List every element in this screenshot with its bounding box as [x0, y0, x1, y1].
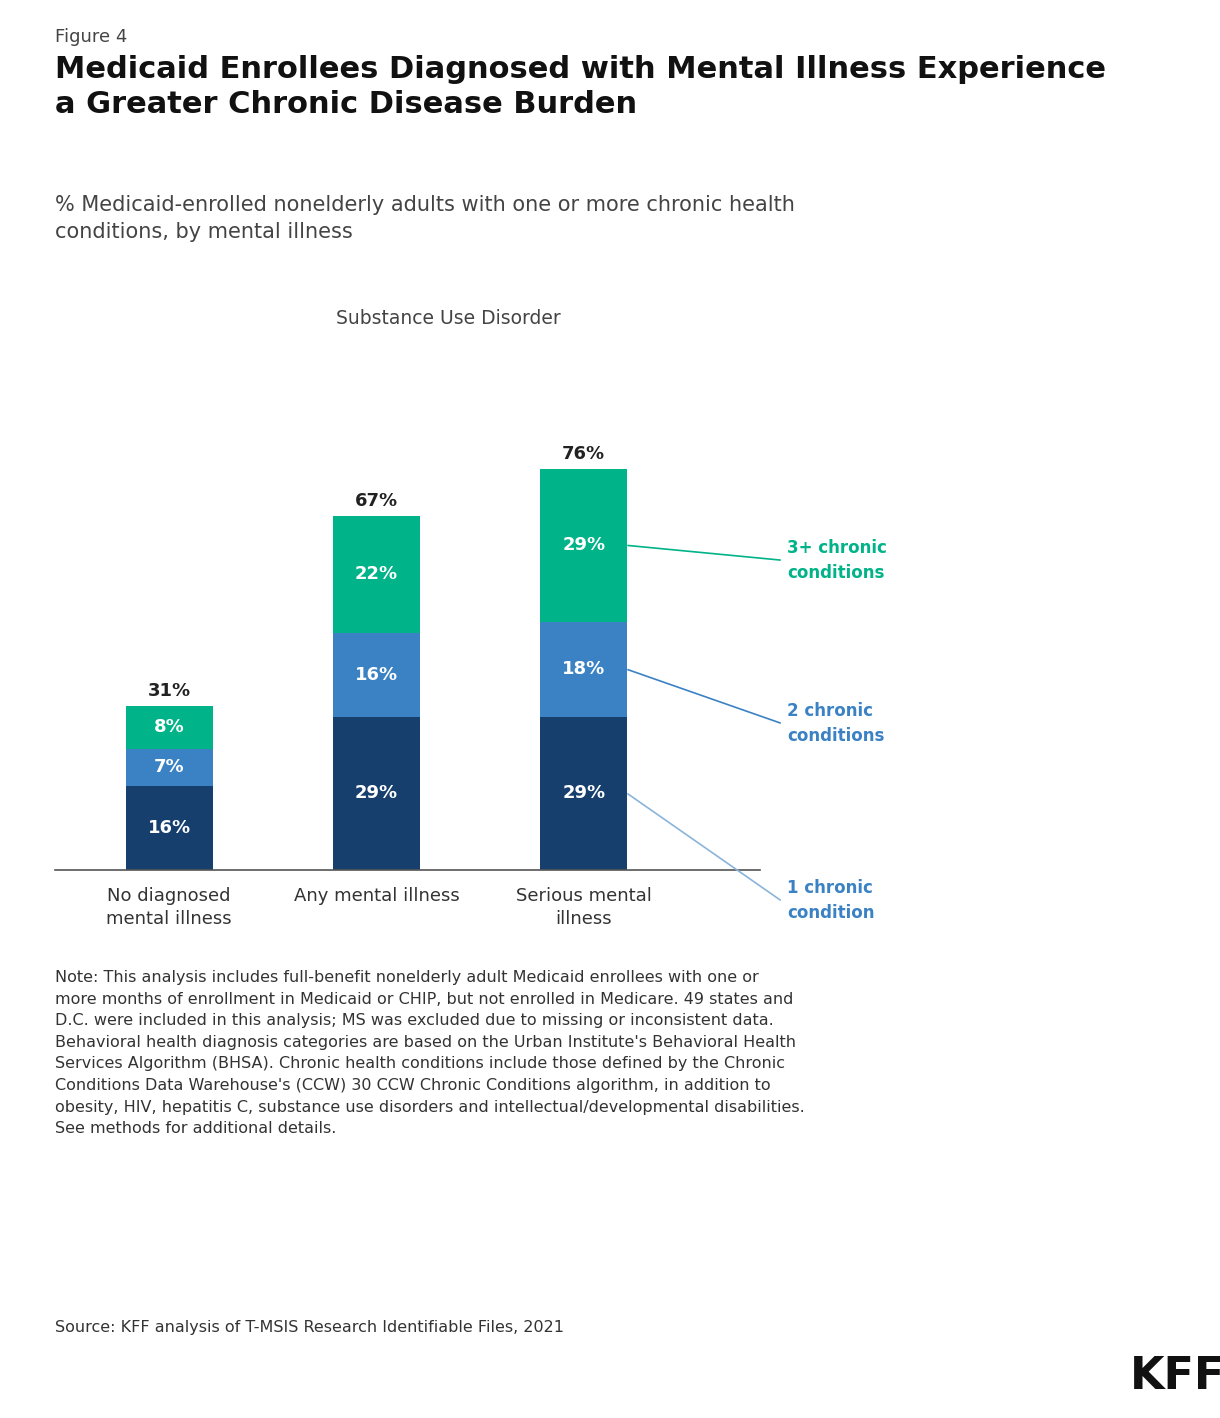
Text: 76%: 76%: [562, 445, 605, 462]
Bar: [540, 718, 627, 871]
Bar: [126, 706, 212, 749]
Text: 18%: 18%: [562, 661, 605, 678]
Bar: [126, 786, 212, 871]
Text: 8%: 8%: [154, 719, 184, 736]
Text: Note: This analysis includes full-benefit nonelderly adult Medicaid enrollees wi: Note: This analysis includes full-benefi…: [55, 970, 805, 1136]
Text: 31%: 31%: [148, 682, 190, 700]
Text: Figure 4: Figure 4: [55, 28, 127, 45]
Text: 1 chronic
condition: 1 chronic condition: [787, 879, 875, 922]
Text: 22%: 22%: [355, 566, 398, 583]
Text: 16%: 16%: [148, 818, 190, 837]
Bar: [540, 623, 627, 718]
Text: 29%: 29%: [562, 784, 605, 803]
Bar: [333, 516, 420, 632]
Text: 7%: 7%: [154, 759, 184, 776]
Text: 67%: 67%: [355, 492, 398, 510]
Text: 29%: 29%: [355, 784, 398, 803]
Text: 29%: 29%: [562, 536, 605, 554]
Text: Medicaid Enrollees Diagnosed with Mental Illness Experience
a Greater Chronic Di: Medicaid Enrollees Diagnosed with Mental…: [55, 55, 1107, 119]
Bar: [540, 469, 627, 623]
Text: Substance Use Disorder: Substance Use Disorder: [336, 309, 560, 328]
Text: 2 chronic
conditions: 2 chronic conditions: [787, 702, 884, 744]
Text: Chronic Health Conditions: Chronic Health Conditions: [51, 309, 327, 328]
Bar: [333, 718, 420, 871]
Bar: [333, 632, 420, 718]
Text: % Medicaid-enrolled nonelderly adults with one or more chronic health
conditions: % Medicaid-enrolled nonelderly adults wi…: [55, 196, 795, 242]
Text: 16%: 16%: [355, 665, 398, 683]
Bar: [126, 749, 212, 786]
Text: 3+ chronic
conditions: 3+ chronic conditions: [787, 539, 887, 581]
Text: Source: KFF analysis of T-MSIS Research Identifiable Files, 2021: Source: KFF analysis of T-MSIS Research …: [55, 1320, 564, 1334]
Text: KFF: KFF: [1130, 1356, 1220, 1398]
